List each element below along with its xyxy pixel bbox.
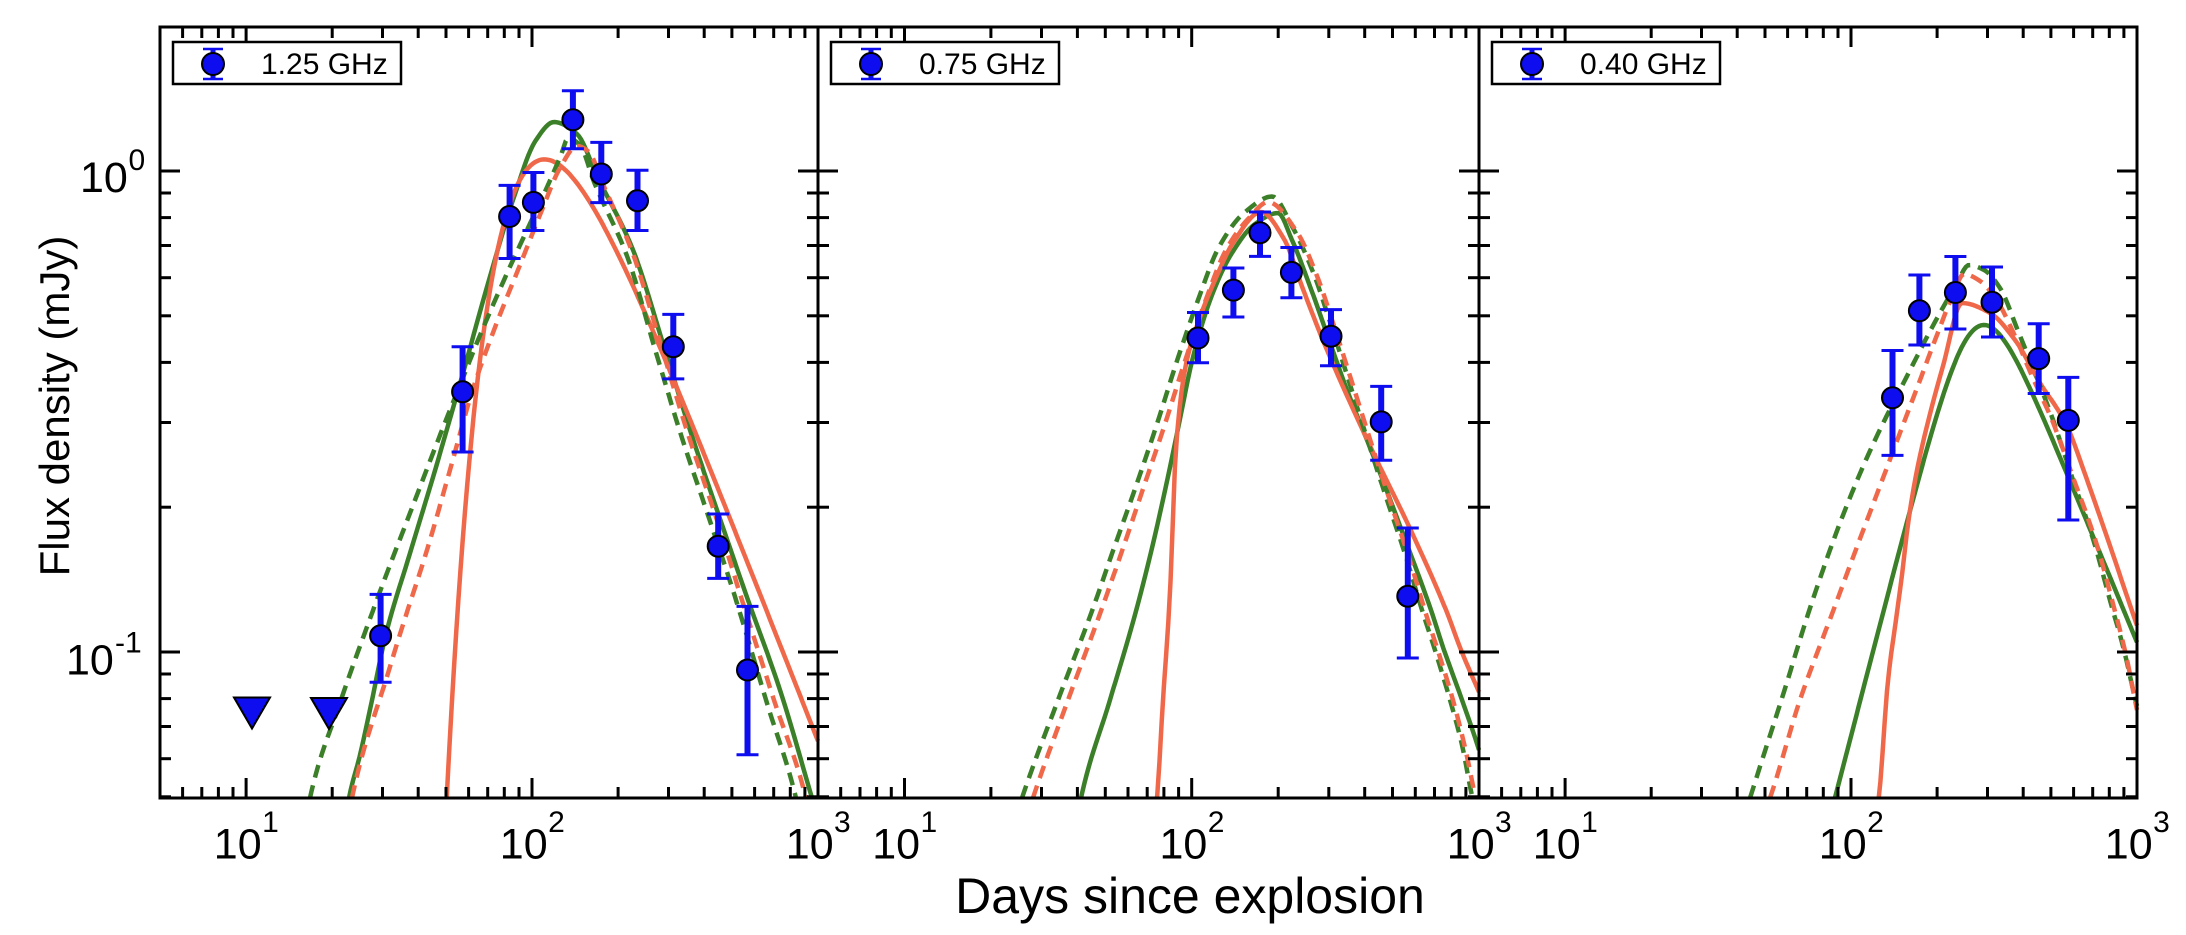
svg-text:10: 10: [1447, 821, 1495, 869]
svg-text:Days since explosion: Days since explosion: [955, 868, 1425, 924]
svg-text:Flux density (mJy): Flux density (mJy): [31, 236, 78, 577]
svg-text:1.25 GHz: 1.25 GHz: [261, 48, 388, 81]
svg-text:10: 10: [214, 821, 262, 869]
svg-text:3: 3: [1495, 806, 1512, 839]
svg-text:10: 10: [2105, 821, 2153, 869]
svg-text:1: 1: [1581, 806, 1598, 839]
svg-text:3: 3: [834, 806, 851, 839]
svg-text:10: 10: [872, 821, 920, 869]
svg-text:10: 10: [786, 821, 834, 869]
svg-text:10: 10: [1533, 821, 1581, 869]
svg-text:0.40 GHz: 0.40 GHz: [1580, 48, 1707, 81]
svg-text:10: 10: [1160, 821, 1208, 869]
svg-text:2: 2: [1208, 806, 1225, 839]
svg-text:1: 1: [921, 806, 938, 839]
svg-text:0.75 GHz: 0.75 GHz: [919, 48, 1046, 81]
svg-text:-1: -1: [115, 627, 142, 660]
svg-text:2: 2: [548, 806, 565, 839]
svg-text:3: 3: [2153, 806, 2170, 839]
svg-text:2: 2: [1867, 806, 1884, 839]
svg-text:1: 1: [262, 806, 279, 839]
svg-text:10: 10: [500, 821, 548, 869]
svg-text:10: 10: [1819, 821, 1867, 869]
svg-text:10: 10: [66, 637, 114, 685]
svg-text:10: 10: [80, 154, 128, 202]
svg-text:0: 0: [129, 144, 146, 177]
